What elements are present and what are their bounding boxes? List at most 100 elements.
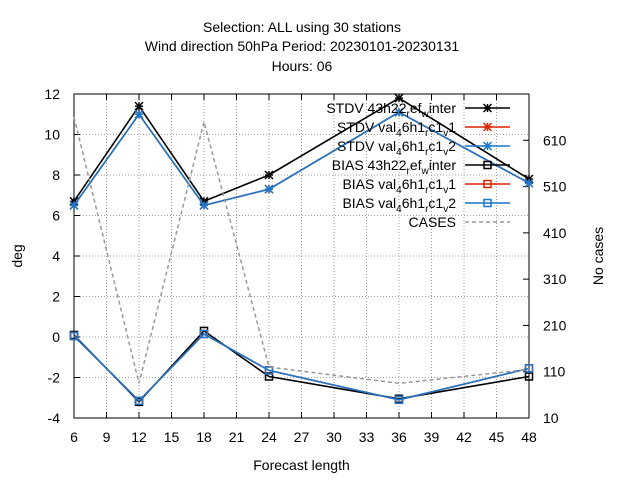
x-tick-label: 48 bbox=[521, 429, 537, 445]
axis-ticks: 6 9 12 15 18 21 24 27 30 33 36 39 42 45 48-4-202468101… bbox=[44, 86, 566, 445]
legend-label-subscript: v bbox=[443, 185, 448, 196]
legend-label-subscript: r bbox=[425, 128, 429, 139]
series-layer bbox=[69, 93, 534, 407]
y-tick-label: 10 bbox=[44, 127, 60, 143]
legend-label-part: BIAS val bbox=[342, 195, 396, 211]
legend-label-part: 6h1 bbox=[402, 119, 426, 135]
legend-label-part: c1 bbox=[428, 176, 443, 192]
x-tick-label: 30 bbox=[326, 429, 342, 445]
y-tick-label: 4 bbox=[52, 248, 60, 264]
series-2 bbox=[69, 107, 534, 210]
series-line bbox=[73, 333, 530, 402]
data-point bbox=[524, 372, 534, 381]
legend-label-subscript: w bbox=[421, 109, 430, 120]
x-tick-label: 39 bbox=[424, 429, 440, 445]
legend-label-subscript: v bbox=[443, 128, 448, 139]
legend-label-part: STDV 43h22 bbox=[326, 100, 406, 116]
legend-label: STDV 43h22refwinter bbox=[326, 100, 456, 120]
x-tick-label: 12 bbox=[131, 429, 147, 445]
data-point bbox=[394, 395, 404, 405]
y2-axis-label: No cases bbox=[590, 227, 606, 285]
legend-label-part: inter bbox=[429, 100, 457, 116]
y2-tick-label: 210 bbox=[543, 317, 567, 333]
legend-label: BIAS val46h1rc1v2 bbox=[342, 195, 456, 215]
x-tick-label: 6 bbox=[70, 429, 78, 445]
data-point bbox=[264, 170, 274, 180]
y-axis-label: deg bbox=[9, 244, 25, 267]
y-tick-label: 12 bbox=[44, 86, 60, 102]
x-tick-label: 21 bbox=[229, 429, 245, 445]
y2-tick-label: 410 bbox=[543, 225, 567, 241]
legend-label-subscript: 4 bbox=[396, 147, 402, 158]
legend-label-subscript: v bbox=[443, 147, 448, 158]
data-point bbox=[199, 200, 209, 210]
x-tick-label: 36 bbox=[391, 429, 407, 445]
legend-label-part: 6h1 bbox=[402, 138, 426, 154]
y2-tick-label: 110 bbox=[543, 364, 566, 380]
series-line bbox=[73, 111, 530, 207]
legend-label-subscript: 4 bbox=[396, 128, 402, 139]
y-tick-label: 8 bbox=[52, 167, 60, 183]
legend-marker bbox=[483, 160, 492, 170]
legend-label-subscript: r bbox=[407, 166, 411, 177]
y-tick-label: 6 bbox=[52, 208, 60, 224]
legend-label-part: 6h1 bbox=[402, 176, 426, 192]
x-axis-label: Forecast length bbox=[253, 457, 350, 473]
x-tick-label: 33 bbox=[359, 429, 375, 445]
x-tick-label: 15 bbox=[164, 429, 180, 445]
x-tick-label: 27 bbox=[294, 429, 310, 445]
legend-label-part: 1 bbox=[448, 176, 456, 192]
y2-tick-label: 310 bbox=[543, 271, 567, 287]
x-tick-label: 45 bbox=[489, 429, 505, 445]
legend-label-part: BIAS 43h22 bbox=[332, 157, 407, 173]
title-line-2: Wind direction 50hPa Period: 20230101-20… bbox=[145, 38, 460, 54]
series-line bbox=[73, 111, 530, 207]
legend-label: CASES bbox=[409, 214, 456, 230]
series-3 bbox=[69, 326, 534, 407]
chart-title: Selection: ALL using 30 stations Wind di… bbox=[145, 19, 460, 74]
data-point bbox=[199, 329, 209, 339]
data-point bbox=[69, 200, 79, 210]
series-5 bbox=[69, 329, 534, 406]
y2-tick-label: 10 bbox=[543, 410, 559, 426]
data-point bbox=[524, 364, 534, 373]
y-tick-label: 2 bbox=[52, 289, 60, 305]
data-point bbox=[524, 178, 534, 188]
x-tick-label: 9 bbox=[103, 429, 111, 445]
data-point bbox=[264, 372, 274, 381]
legend-label-part: BIAS val bbox=[342, 176, 396, 192]
legend-label-part: c1 bbox=[428, 138, 443, 154]
series-1 bbox=[69, 107, 534, 210]
legend-label: STDV val46h1rc1v2 bbox=[337, 138, 456, 158]
legend-marker bbox=[482, 103, 493, 113]
legend-marker bbox=[483, 198, 492, 208]
data-point bbox=[134, 101, 144, 111]
data-point bbox=[394, 93, 404, 103]
legend-label: STDV val46h1rc1v1 bbox=[337, 119, 456, 139]
y2-tick-label: 510 bbox=[543, 179, 567, 195]
series-line bbox=[73, 97, 530, 203]
legend-label-part: 2 bbox=[448, 138, 456, 154]
data-point bbox=[134, 396, 144, 406]
legend-label-part: ef bbox=[410, 100, 422, 116]
legend-label-subscript: r bbox=[425, 185, 429, 196]
legend-label-part: 2 bbox=[448, 195, 456, 211]
x-tick-label: 18 bbox=[196, 429, 212, 445]
legend-label-part: STDV val bbox=[337, 138, 396, 154]
legend-label-part: 6h1 bbox=[402, 195, 426, 211]
data-point bbox=[134, 109, 144, 119]
legend-marker bbox=[483, 179, 492, 189]
x-tick-label: 42 bbox=[456, 429, 472, 445]
legend-label-subscript: r bbox=[407, 109, 411, 120]
legend-label-part: 1 bbox=[448, 119, 456, 135]
legend-label-part: c1 bbox=[428, 195, 443, 211]
data-point bbox=[264, 184, 274, 194]
legend-label-part: ef bbox=[410, 157, 422, 173]
title-line-1: Selection: ALL using 30 stations bbox=[203, 19, 401, 35]
data-point bbox=[394, 107, 404, 117]
data-point bbox=[264, 366, 274, 375]
legend-label-subscript: w bbox=[421, 166, 430, 177]
legend-label-subscript: r bbox=[425, 147, 429, 158]
